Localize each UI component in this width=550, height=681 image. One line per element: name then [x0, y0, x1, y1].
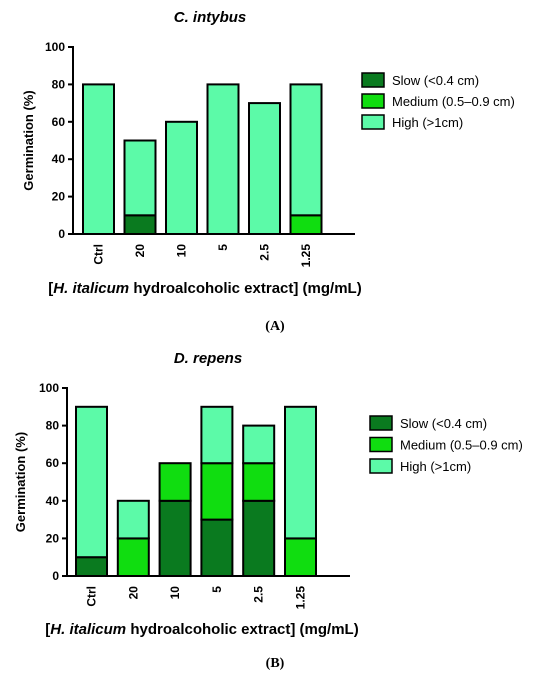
bar-medium-1.25	[289, 214, 323, 236]
bar-high-1.25	[289, 83, 323, 217]
x-tick-label: 10	[175, 244, 189, 258]
legend-swatch-medium	[361, 93, 385, 109]
y-tick-label: 40	[52, 152, 66, 166]
bar-high-5	[206, 83, 240, 236]
legend-label-medium: Medium (0.5–0.9 cm)	[392, 94, 515, 109]
bar-high-20	[123, 139, 157, 217]
bar-slow-Ctrl	[75, 556, 108, 578]
legend-swatch-slow	[361, 72, 385, 88]
x-tick-label: 10	[168, 586, 182, 600]
panel-label: (A)	[265, 319, 285, 334]
x-tick-label: 5	[216, 244, 230, 251]
y-axis-label: Germination (%)	[13, 432, 28, 532]
y-tick-label: 80	[52, 77, 66, 91]
bar-slow-5	[200, 518, 234, 577]
y-axis-label: Germination (%)	[21, 90, 36, 190]
legend-label-slow: Slow (<0.4 cm)	[392, 73, 479, 88]
y-tick-label: 20	[52, 190, 66, 204]
x-tick-label: 20	[126, 586, 140, 600]
panel-label: (B)	[266, 656, 285, 671]
legend-label-high: High (>1cm)	[400, 459, 471, 474]
legend: Slow (<0.4 cm) Medium (0.5–0.9 cm) High (>…	[361, 72, 515, 130]
chart-title: C. intybus	[174, 9, 247, 26]
bar-medium-20	[116, 537, 150, 578]
y-tick-label: 80	[46, 419, 60, 433]
chart-panel-1: C. intybus Ctrl 20 10 5 2.5 1.25 0 20 40 60 80 100 Ge…	[21, 9, 515, 334]
legend-swatch-slow	[369, 415, 393, 431]
bar-medium-2.5	[242, 462, 276, 502]
y-tick-label: 0	[52, 569, 59, 583]
legend-label-high: High (>1cm)	[392, 115, 463, 130]
bar-high-5	[200, 405, 234, 465]
legend-swatch-high	[369, 458, 393, 474]
bar-high-20	[116, 499, 150, 540]
legend-label-medium: Medium (0.5–0.9 cm)	[400, 438, 523, 453]
bar-high-1.25	[284, 405, 317, 540]
x-tick-label: Ctrl	[92, 244, 106, 265]
y-tick-label: 100	[45, 40, 65, 54]
y-tick-label: 40	[46, 494, 60, 508]
legend: Slow (<0.4 cm) Medium (0.5–0.9 cm) High (>…	[369, 415, 523, 474]
legend-label-slow: Slow (<0.4 cm)	[400, 416, 487, 431]
bar-medium-10	[158, 462, 192, 502]
x-tick-label: 1.25	[294, 586, 308, 610]
bar-medium-1.25	[284, 537, 317, 578]
x-axis-label: [H. italicum hydroalcoholic extract] (mg…	[48, 280, 361, 297]
bar-high-2.5	[242, 424, 276, 465]
legend-swatch-high	[361, 114, 385, 130]
bar-medium-5	[200, 462, 234, 521]
bar-slow-2.5	[242, 499, 276, 577]
chart-panel-2: D. repens Ctrl 20 10 5 2.5 1.25 0 20 40 60 80 100 Ger…	[13, 350, 523, 671]
x-tick-label: 5	[210, 586, 224, 593]
legend-swatch-medium	[369, 436, 393, 453]
x-tick-label: 1.25	[299, 244, 313, 268]
bar-slow-20	[123, 214, 157, 236]
y-tick-label: 60	[46, 456, 60, 470]
y-tick-label: 100	[39, 381, 59, 395]
bar-high-2.5	[248, 102, 281, 235]
y-tick-label: 20	[46, 531, 60, 545]
x-tick-label: 20	[133, 244, 147, 258]
x-tick-label: 2.5	[252, 586, 266, 603]
bar-high-Ctrl	[82, 83, 115, 236]
y-tick-label: 60	[52, 115, 66, 129]
bar-slow-10	[158, 499, 192, 577]
x-tick-label: Ctrl	[85, 586, 99, 607]
y-tick-label: 0	[58, 227, 65, 241]
bar-high-10	[165, 120, 198, 235]
bar-high-Ctrl	[75, 405, 108, 559]
x-tick-label: 2.5	[258, 244, 272, 261]
x-axis-label: [H. italicum hydroalcoholic extract] (mg…	[45, 621, 358, 638]
chart-title: D. repens	[174, 350, 242, 367]
